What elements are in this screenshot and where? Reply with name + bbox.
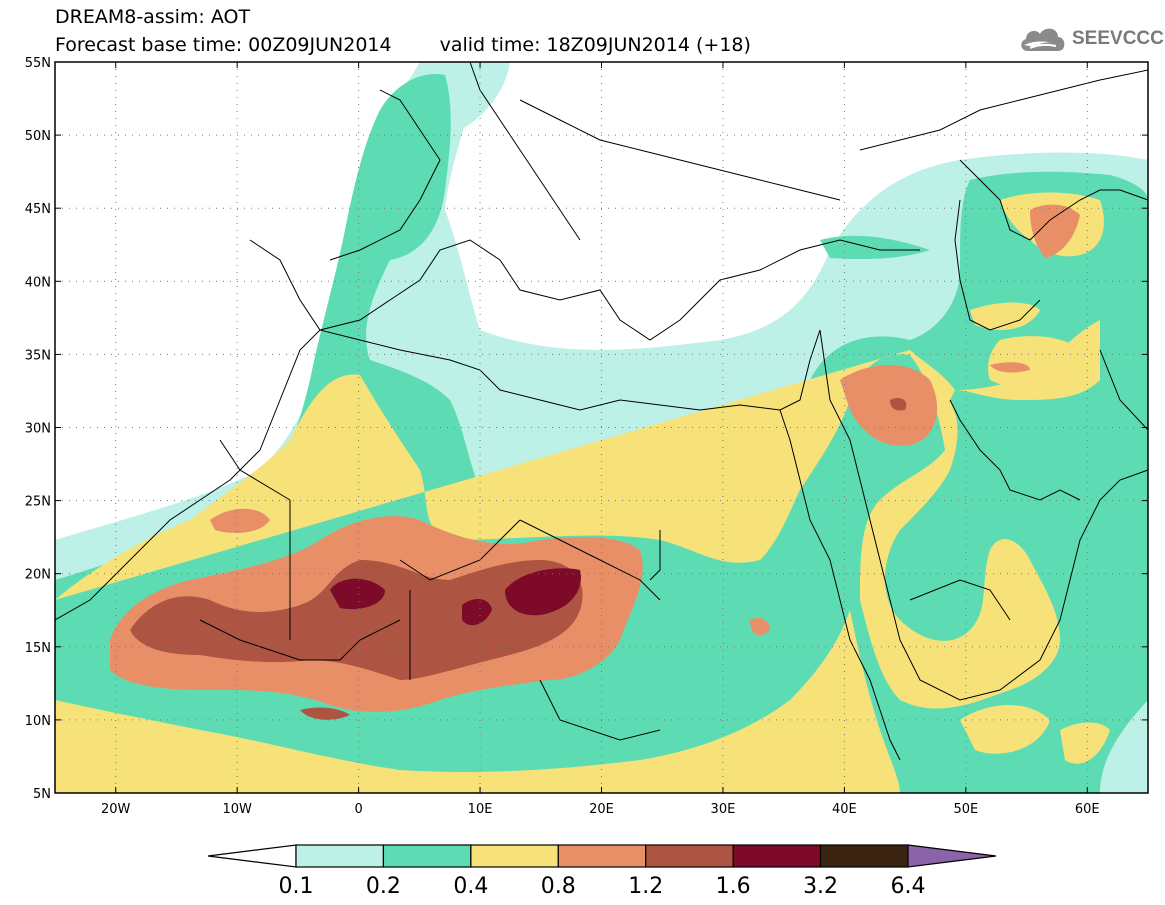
lat-tick-label: 30N bbox=[25, 422, 51, 437]
aot-level-1-2 bbox=[130, 398, 907, 720]
colorbar-label: 0.1 bbox=[279, 874, 314, 899]
colorbar-label: 3.2 bbox=[803, 874, 838, 899]
colorbar-box bbox=[382, 844, 472, 868]
valid-time: valid time: 18Z09JUN2014 (+18) bbox=[439, 34, 751, 56]
lon-tick-label: 10E bbox=[468, 802, 493, 817]
coastlines bbox=[55, 62, 1148, 761]
lon-tick-label: 60E bbox=[1075, 802, 1100, 817]
base-time: Forecast base time: 00Z09JUN2014 bbox=[55, 34, 392, 56]
colorbar-box bbox=[819, 844, 909, 868]
colorbar-label: 6.4 bbox=[891, 874, 926, 899]
colorbar-box bbox=[295, 844, 385, 868]
lon-tick-label: 30E bbox=[711, 802, 736, 817]
map-subtitle: Forecast base time: 00Z09JUN2014 valid ti… bbox=[55, 34, 751, 56]
lon-tick-label: 0 bbox=[354, 802, 362, 817]
lat-tick-label: 40N bbox=[25, 275, 51, 290]
colorbar-box bbox=[470, 844, 559, 868]
lat-tick-label: 35N bbox=[25, 348, 51, 363]
lon-tick-label: 10W bbox=[222, 802, 252, 817]
lat-axis: 55N 50N 45N 40N 35N 30N 25N 20N 15N 10N 5N bbox=[25, 56, 1148, 802]
colorbar-label: 1.6 bbox=[716, 874, 751, 899]
aot-level-1-6 bbox=[330, 568, 581, 626]
lat-tick-label: 5N bbox=[33, 787, 51, 802]
colorbar-box bbox=[557, 844, 647, 868]
colorbar-box bbox=[645, 844, 734, 868]
colorbar-box bbox=[732, 844, 822, 868]
lon-tick-label: 40E bbox=[832, 802, 857, 817]
colorbar-low-extend bbox=[207, 844, 297, 868]
lat-tick-label: 25N bbox=[25, 495, 51, 510]
seevccc-logo: SEEVCCC bbox=[1018, 23, 1164, 55]
lat-tick-label: 45N bbox=[25, 202, 51, 217]
lat-tick-label: 15N bbox=[25, 641, 51, 656]
colorbar-label: 0.2 bbox=[366, 874, 401, 899]
lat-tick-label: 50N bbox=[25, 129, 51, 144]
aot-colorbar: 0.1 0.2 0.4 0.8 1.2 1.6 3.2 6.4 bbox=[207, 844, 997, 899]
colorbar-label: 1.2 bbox=[628, 874, 663, 899]
lon-axis: 20W 10W 0 10E 20E 30E 40E 50E 60E bbox=[101, 62, 1100, 817]
map-title: DREAM8-assim: AOT bbox=[55, 6, 251, 28]
cloud-icon bbox=[1021, 28, 1065, 51]
lat-tick-label: 20N bbox=[25, 568, 51, 583]
lon-tick-label: 20E bbox=[589, 802, 614, 817]
lon-tick-label: 50E bbox=[953, 802, 978, 817]
logo-text: SEEVCCC bbox=[1072, 28, 1164, 49]
colorbar-label: 0.4 bbox=[453, 874, 488, 899]
colorbar-high-extend bbox=[907, 844, 997, 868]
lat-tick-label: 10N bbox=[25, 714, 51, 729]
colorbar-label: 0.8 bbox=[541, 874, 576, 899]
lon-tick-label: 20W bbox=[101, 802, 131, 817]
lat-tick-label: 55N bbox=[25, 56, 51, 71]
